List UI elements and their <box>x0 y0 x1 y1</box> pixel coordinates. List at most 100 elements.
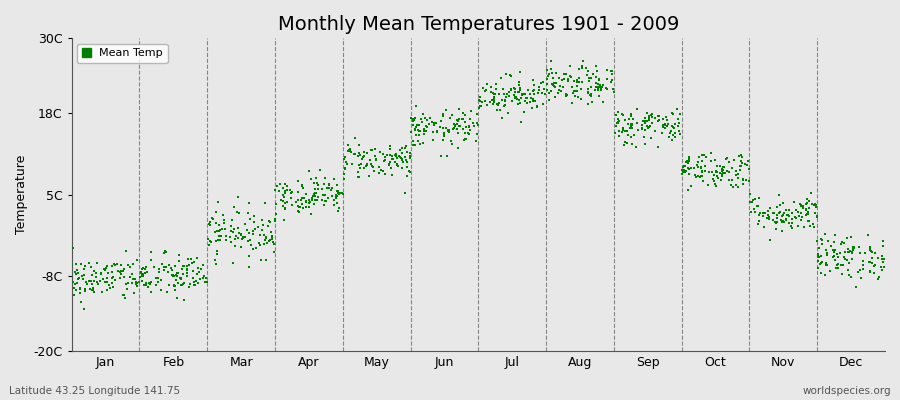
Point <box>705 169 719 175</box>
Point <box>642 116 656 123</box>
Point <box>450 121 464 128</box>
Point <box>427 136 441 143</box>
Point <box>257 240 272 247</box>
Point <box>448 123 463 130</box>
Point <box>828 257 842 263</box>
Point <box>709 168 724 175</box>
Point <box>77 286 92 293</box>
Point <box>176 280 190 287</box>
Point <box>487 98 501 105</box>
Point <box>814 259 829 265</box>
Point <box>138 270 152 276</box>
Point <box>303 199 318 205</box>
Point <box>111 267 125 274</box>
Point <box>446 141 460 147</box>
Point <box>85 278 99 284</box>
Point <box>197 273 211 280</box>
Point <box>359 161 374 167</box>
Point <box>526 88 540 94</box>
Point <box>488 91 502 97</box>
Legend: Mean Temp: Mean Temp <box>77 44 167 63</box>
Point <box>182 262 196 268</box>
Point <box>626 121 640 127</box>
Point <box>842 272 857 278</box>
Point <box>497 102 511 109</box>
Point <box>818 261 832 268</box>
Point <box>567 88 581 94</box>
Point <box>478 88 492 94</box>
Point <box>801 210 815 217</box>
Point <box>244 242 258 248</box>
Point <box>452 123 466 129</box>
Point <box>467 122 482 129</box>
Point <box>141 284 156 290</box>
Point <box>868 263 882 270</box>
Point <box>489 80 503 87</box>
Point <box>551 90 565 96</box>
Point <box>606 86 620 92</box>
Point <box>95 276 110 283</box>
Point <box>208 257 222 263</box>
Point <box>353 165 367 172</box>
Point <box>683 165 698 172</box>
Point <box>591 76 606 83</box>
Point <box>818 230 832 237</box>
Point <box>341 148 356 154</box>
Point <box>733 167 747 173</box>
Point <box>781 212 796 218</box>
Point <box>357 148 372 155</box>
Point <box>457 137 472 143</box>
Point <box>278 187 293 194</box>
Point <box>194 266 209 272</box>
Point <box>605 70 619 77</box>
Point <box>559 71 573 77</box>
Point <box>264 237 278 243</box>
Point <box>815 241 830 247</box>
Point <box>811 254 825 260</box>
Point <box>574 86 589 92</box>
Point <box>779 212 794 218</box>
Point <box>436 125 450 132</box>
Point <box>508 86 522 92</box>
Point <box>418 115 433 121</box>
Point <box>74 299 88 305</box>
Point <box>810 238 824 244</box>
Point <box>714 177 728 184</box>
Point <box>78 288 93 294</box>
Point <box>388 159 402 165</box>
Point <box>498 98 512 104</box>
Point <box>261 217 275 224</box>
Point <box>716 173 730 179</box>
Point <box>734 162 748 169</box>
Point <box>611 119 625 126</box>
Point <box>373 148 387 155</box>
Point <box>478 88 492 94</box>
Point <box>269 211 284 218</box>
Point <box>471 130 485 137</box>
Point <box>291 189 305 196</box>
Point <box>423 115 437 121</box>
Point <box>480 81 494 88</box>
Point <box>589 73 603 80</box>
Point <box>85 287 99 293</box>
Point <box>410 122 424 129</box>
Point <box>390 162 404 168</box>
Point <box>518 91 532 98</box>
Point <box>96 266 111 272</box>
Point <box>698 163 712 170</box>
Point <box>240 210 255 216</box>
Point <box>559 93 573 99</box>
Point <box>212 233 226 240</box>
Point <box>580 68 595 74</box>
Point <box>275 198 290 205</box>
Point <box>819 246 833 253</box>
Point <box>89 260 104 266</box>
Point <box>100 279 114 286</box>
Point <box>799 200 814 207</box>
Point <box>319 198 333 204</box>
Point <box>784 223 798 230</box>
Point <box>610 120 625 126</box>
Point <box>762 237 777 243</box>
Point <box>351 162 365 168</box>
Point <box>411 132 426 138</box>
